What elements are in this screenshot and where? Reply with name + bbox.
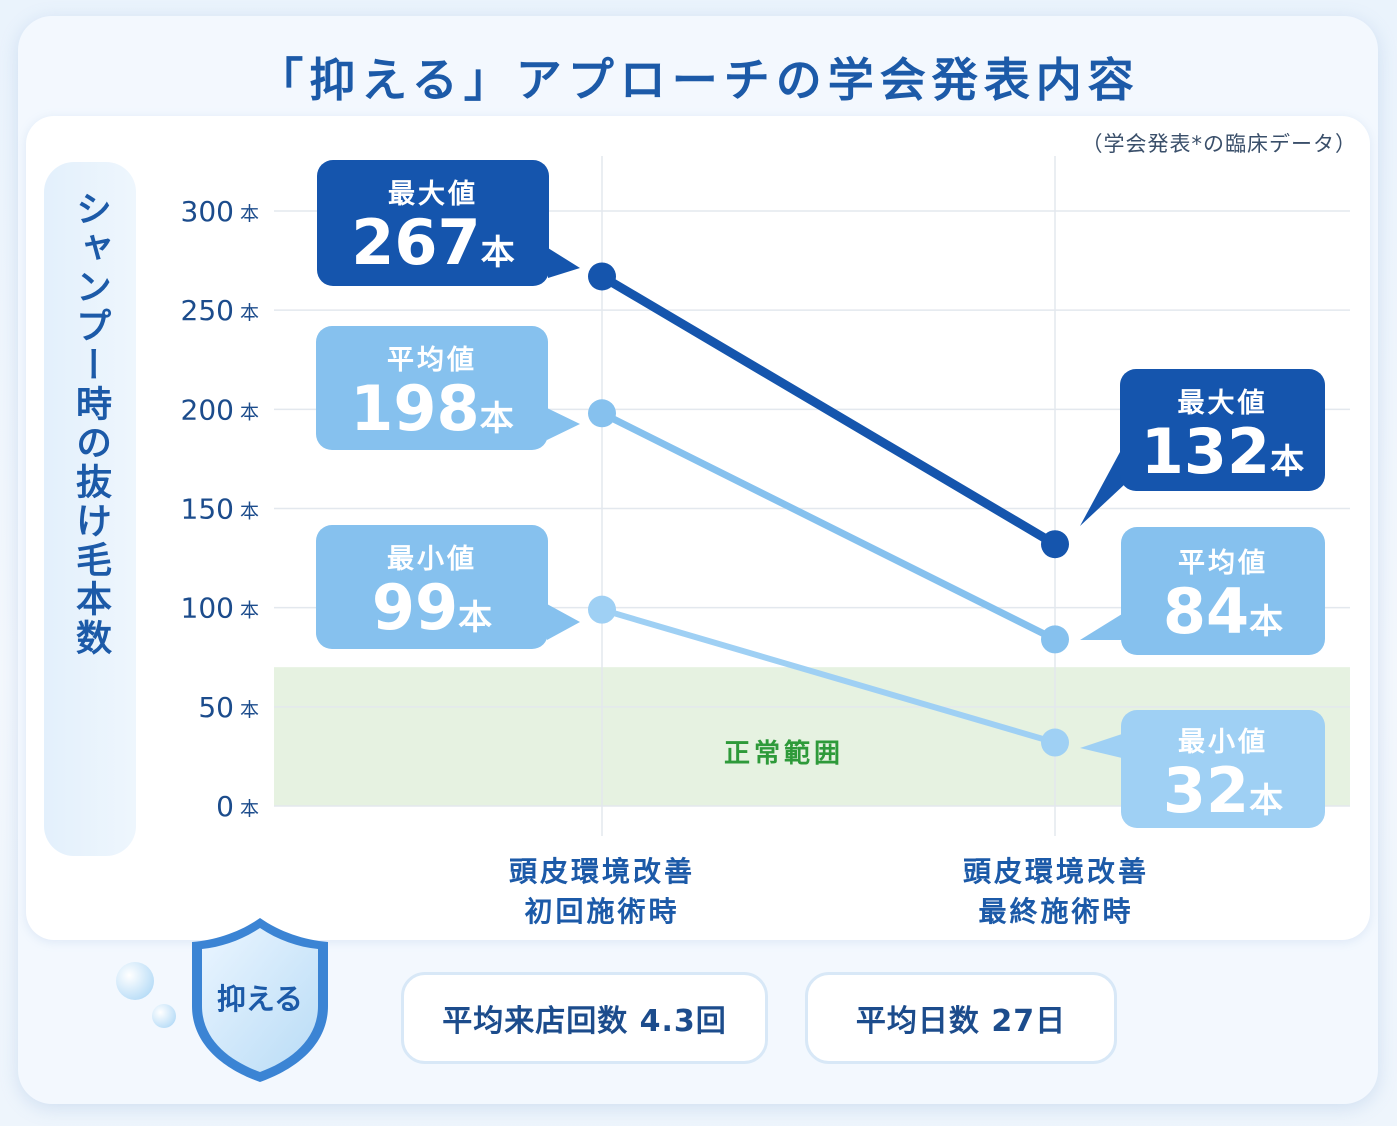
y-tick-label: 250 — [181, 294, 234, 327]
y-tick-unit: 本 — [240, 798, 259, 820]
unit-label: 本 — [1249, 602, 1284, 642]
y-tick-label: 300 — [181, 195, 234, 228]
data-source-note: （学会発表*の臨床データ） — [1081, 132, 1357, 156]
callout-label: 最大値 — [1177, 388, 1268, 419]
y-tick-unit: 本 — [240, 501, 259, 523]
y-tick-unit: 本 — [240, 600, 259, 622]
x-tick-line2: 初回施術時 — [524, 895, 680, 928]
y-tick-label: 100 — [181, 592, 234, 625]
unit-label: 本 — [1249, 781, 1284, 821]
callout-pointer — [547, 604, 580, 640]
y-tick-label: 50 — [198, 691, 234, 724]
series-line-1 — [598, 409, 1059, 643]
callout-pointer — [1080, 734, 1122, 758]
callout-min-first: 最小値 99本 — [316, 525, 548, 649]
callout-max-first: 最大値 267本 — [317, 160, 549, 286]
data-label: 99 — [371, 571, 459, 644]
bubble-decoration — [116, 962, 154, 1000]
y-tick-label: 0 — [216, 790, 234, 823]
series-line-2 — [599, 606, 1058, 746]
callout-max-last: 最大値 132本 — [1120, 369, 1325, 491]
series-lines — [547, 248, 1140, 758]
x-tick-line1: 頭皮環境改善 — [508, 855, 695, 888]
data-point — [588, 262, 616, 291]
data-point — [1041, 728, 1069, 757]
stat-days: 平均日数 27日 — [805, 972, 1117, 1064]
stat-visits: 平均来店回数 4.3回 — [401, 972, 768, 1064]
data-point — [588, 595, 616, 624]
shield-label: 抑える — [216, 982, 304, 1016]
x-tick-line1: 頭皮環境改善 — [962, 855, 1149, 888]
callout-label: 最大値 — [388, 179, 478, 210]
y-tick-label: 150 — [181, 493, 234, 526]
y-tick-unit: 本 — [240, 203, 259, 225]
unit-label: 本 — [479, 399, 514, 439]
data-point — [588, 399, 616, 428]
callout-pointer — [548, 248, 580, 278]
x-tick-label-last: 頭皮環境改善 最終施術時 — [926, 852, 1186, 932]
shield-icon — [192, 918, 328, 1082]
page-title: 「抑える」アプローチの学会発表内容 — [257, 53, 1140, 107]
y-tick-label: 200 — [181, 393, 234, 426]
series-line-0 — [597, 271, 1060, 549]
callout-label: 平均値 — [387, 345, 477, 376]
callout-pointer — [547, 408, 580, 440]
y-axis-label: シャンプー時の抜け毛本数 — [70, 190, 111, 658]
callout-min-last: 最小値 32本 — [1121, 710, 1325, 828]
callout-avg-first: 平均値 198本 — [316, 326, 548, 450]
callout-pointer — [1080, 614, 1122, 640]
callout-label: 最小値 — [1178, 727, 1268, 758]
unit-label: 本 — [480, 233, 515, 273]
x-tick-label-first: 頭皮環境改善 初回施術時 — [472, 852, 732, 932]
data-label: 32 — [1162, 754, 1250, 827]
data-label: 84 — [1162, 575, 1250, 648]
callout-avg-last: 平均値 84本 — [1121, 527, 1325, 655]
callout-label: 最小値 — [387, 544, 477, 575]
unit-label: 本 — [1270, 442, 1305, 482]
callout-label: 平均値 — [1178, 548, 1268, 579]
y-tick-unit: 本 — [240, 302, 259, 324]
bubble-decoration — [152, 1004, 176, 1028]
y-axis-label-pill — [44, 162, 136, 856]
data-label: 132 — [1140, 415, 1271, 488]
data-point — [1041, 625, 1069, 654]
x-tick-line2: 最終施術時 — [978, 895, 1134, 928]
data-label: 267 — [351, 206, 481, 279]
data-label: 198 — [350, 372, 480, 445]
data-point — [1041, 530, 1069, 559]
unit-label: 本 — [458, 598, 493, 638]
y-tick-unit: 本 — [240, 699, 259, 721]
normal-range-label: 正常範囲 — [724, 739, 845, 769]
y-tick-unit: 本 — [240, 401, 259, 423]
